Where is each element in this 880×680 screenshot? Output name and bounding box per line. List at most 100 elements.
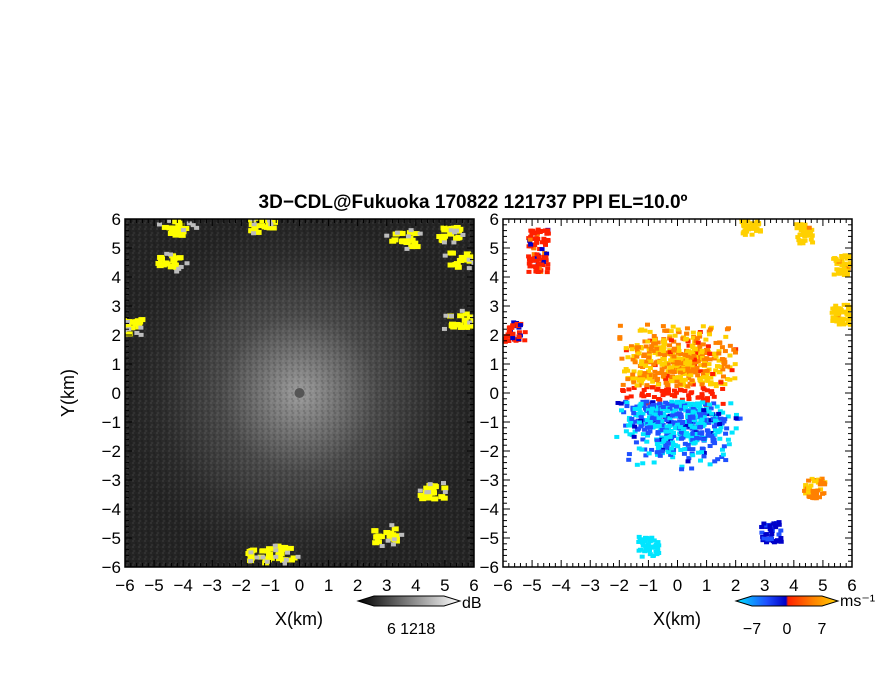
chart-title: 3D−CDL@Fukuoka 170822 121737 PPI EL=10.0…: [259, 192, 688, 213]
velocity-pixel: [811, 479, 817, 484]
velocity-pixel: [507, 325, 513, 330]
velocity-pixel: [646, 451, 652, 456]
velocity-pixel: [778, 539, 784, 544]
weak-echo-pixel: [156, 222, 162, 227]
velocity-pixel: [699, 382, 705, 387]
clutter-pixel: [134, 318, 142, 324]
velocity-pixel: [544, 251, 550, 256]
velocity-pixel: [675, 401, 681, 406]
velocity-pixel: [724, 426, 730, 431]
velocity-pixel: [713, 340, 719, 345]
velocity-pixel: [647, 425, 653, 430]
velocity-pixel: [640, 399, 646, 404]
colorbar-tick-label: 6: [387, 621, 396, 638]
velocity-pixel: [627, 432, 633, 437]
clutter-pixel: [372, 540, 380, 546]
velocity-pixel: [682, 441, 688, 446]
velocity-pixel: [698, 363, 704, 368]
velocity-pixel: [650, 400, 656, 405]
velocity-pixel: [623, 423, 629, 428]
velocity-pixel: [795, 235, 801, 240]
velocity-pixel: [702, 402, 708, 407]
weak-echo-pixel: [248, 550, 254, 555]
velocity-pixel: [769, 531, 775, 536]
velocity-pixel: [511, 320, 517, 325]
clutter-pixel: [451, 225, 459, 231]
velocity-pixel: [651, 348, 657, 353]
velocity-pixel: [529, 231, 535, 236]
velocity-pixel: [806, 478, 812, 483]
velocity-pixel: [678, 351, 684, 356]
velocity-pixel: [814, 493, 820, 498]
velocity-pixel: [622, 369, 628, 374]
velocity-pixel: [668, 329, 674, 334]
velocity-pixel: [725, 414, 731, 419]
clutter-pixel: [398, 239, 406, 245]
velocity-pixel: [720, 367, 726, 372]
velocity-pixel: [678, 403, 684, 408]
velocity-pixel: [535, 227, 541, 232]
velocity-pixel: [762, 523, 768, 528]
velocity-pixel: [677, 370, 683, 375]
velocity-pixel: [723, 431, 729, 436]
velocity-pixel: [631, 354, 637, 359]
velocity-pixel: [640, 461, 646, 466]
velocity-pixel: [705, 378, 711, 383]
velocity-pixel: [661, 345, 667, 350]
weak-echo-pixel: [443, 313, 449, 318]
clutter-pixel: [167, 264, 175, 270]
velocity-pixel: [647, 419, 653, 424]
weak-echo-pixel: [427, 482, 433, 487]
velocity-pixel: [718, 380, 724, 385]
x-tick-label: 6: [847, 576, 856, 595]
velocity-pixel: [664, 409, 670, 414]
velocity-pixel: [701, 357, 707, 362]
clutter-pixel: [457, 313, 465, 319]
velocity-pixel: [732, 362, 738, 367]
clutter-pixel: [260, 548, 268, 554]
velocity-pixel: [665, 362, 671, 367]
velocity-pixel: [678, 388, 684, 393]
velocity-pixel: [543, 255, 549, 260]
velocity-pixel: [754, 228, 760, 233]
clutter-pixel: [138, 317, 146, 323]
velocity-pixel: [644, 418, 650, 423]
velocity-pixel: [696, 395, 702, 400]
velocity-pixel: [778, 528, 784, 533]
velocity-pixel: [689, 401, 695, 406]
velocity-pixel: [720, 386, 726, 391]
velocity-colorbar-unit: ms⁻¹: [840, 593, 875, 610]
clutter-pixel: [176, 255, 184, 261]
velocity-pixel: [685, 349, 691, 354]
velocity-pixel: [701, 375, 707, 380]
velocity-pixel: [716, 358, 722, 363]
velocity-pixel: [837, 267, 843, 272]
clutter-pixel: [276, 545, 284, 551]
velocity-pixel: [657, 345, 663, 350]
velocity-pixel: [686, 376, 692, 381]
velocity-pixel: [667, 406, 673, 411]
velocity-pixel: [544, 270, 550, 275]
clutter-pixel: [389, 238, 397, 244]
velocity-pixel: [709, 391, 715, 396]
velocity-pixel: [672, 394, 678, 399]
weak-echo-pixel: [254, 555, 260, 560]
velocity-pixel: [845, 268, 851, 273]
velocity-pixel: [802, 488, 808, 493]
velocity-pixel: [847, 261, 852, 266]
velocity-pixel: [797, 232, 803, 237]
weak-echo-pixel: [404, 246, 410, 251]
velocity-pixel: [642, 339, 648, 344]
velocity-pixel: [699, 394, 705, 399]
velocity-pixel: [655, 431, 661, 436]
velocity-pixel: [631, 411, 637, 416]
velocity-pixel: [664, 383, 670, 388]
velocity-pixel: [719, 421, 725, 426]
velocity-pixel: [834, 261, 840, 266]
velocity-pixel: [845, 266, 851, 271]
velocity-pixel: [709, 433, 715, 438]
weak-echo-pixel: [389, 523, 395, 528]
clutter-pixel: [463, 321, 471, 327]
velocity-pixel: [679, 436, 685, 441]
velocity-pixel: [690, 420, 696, 425]
